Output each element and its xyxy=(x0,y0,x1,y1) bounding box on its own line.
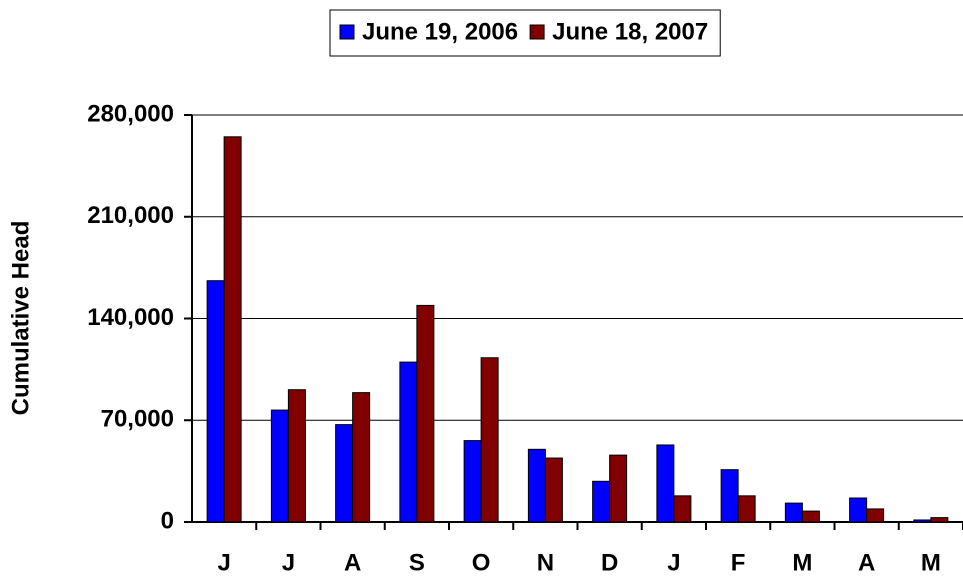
bar xyxy=(656,444,675,523)
bar xyxy=(913,519,932,523)
x-tick-label: D xyxy=(601,549,618,576)
bar xyxy=(416,304,435,523)
x-tick-label: A xyxy=(344,549,361,576)
y-axis-label: Cumulative Head xyxy=(7,221,34,416)
legend-swatch xyxy=(339,24,355,40)
bar xyxy=(527,448,546,523)
legend-label: June 19, 2006 xyxy=(362,18,518,45)
x-tick-label: J xyxy=(282,549,295,576)
x-tick-label: J xyxy=(217,549,230,576)
bar xyxy=(720,469,739,523)
y-tick-label: 70,000 xyxy=(101,406,174,433)
bar xyxy=(270,409,289,523)
bar xyxy=(352,392,371,523)
bar xyxy=(737,495,756,523)
bar xyxy=(335,424,354,523)
bar xyxy=(463,440,482,523)
x-tick-label: N xyxy=(537,549,554,576)
x-tick-label: S xyxy=(409,549,425,576)
legend-box xyxy=(329,9,721,57)
x-tick-label: O xyxy=(472,549,491,576)
bar xyxy=(849,497,868,523)
bar xyxy=(930,517,949,523)
legend-swatch xyxy=(529,24,545,40)
legend-label: June 18, 2007 xyxy=(552,18,708,45)
x-tick-label: M xyxy=(792,549,812,576)
y-tick-label: 140,000 xyxy=(87,304,174,331)
bar xyxy=(609,454,628,523)
x-tick-label: J xyxy=(667,549,680,576)
bar xyxy=(206,280,225,523)
bar xyxy=(673,495,692,523)
y-tick-label: 280,000 xyxy=(87,100,174,127)
x-tick-label: A xyxy=(858,549,875,576)
bar xyxy=(592,480,611,523)
bar xyxy=(801,510,820,523)
bar xyxy=(480,357,499,523)
bar xyxy=(223,136,242,523)
bar xyxy=(287,389,306,523)
bar xyxy=(544,457,563,523)
bar xyxy=(866,508,885,523)
bar xyxy=(784,502,803,523)
y-tick-label: 0 xyxy=(161,507,174,534)
bar xyxy=(399,361,418,523)
x-tick-label: M xyxy=(921,549,941,576)
y-tick-label: 210,000 xyxy=(87,202,174,229)
x-tick-label: F xyxy=(731,549,746,576)
